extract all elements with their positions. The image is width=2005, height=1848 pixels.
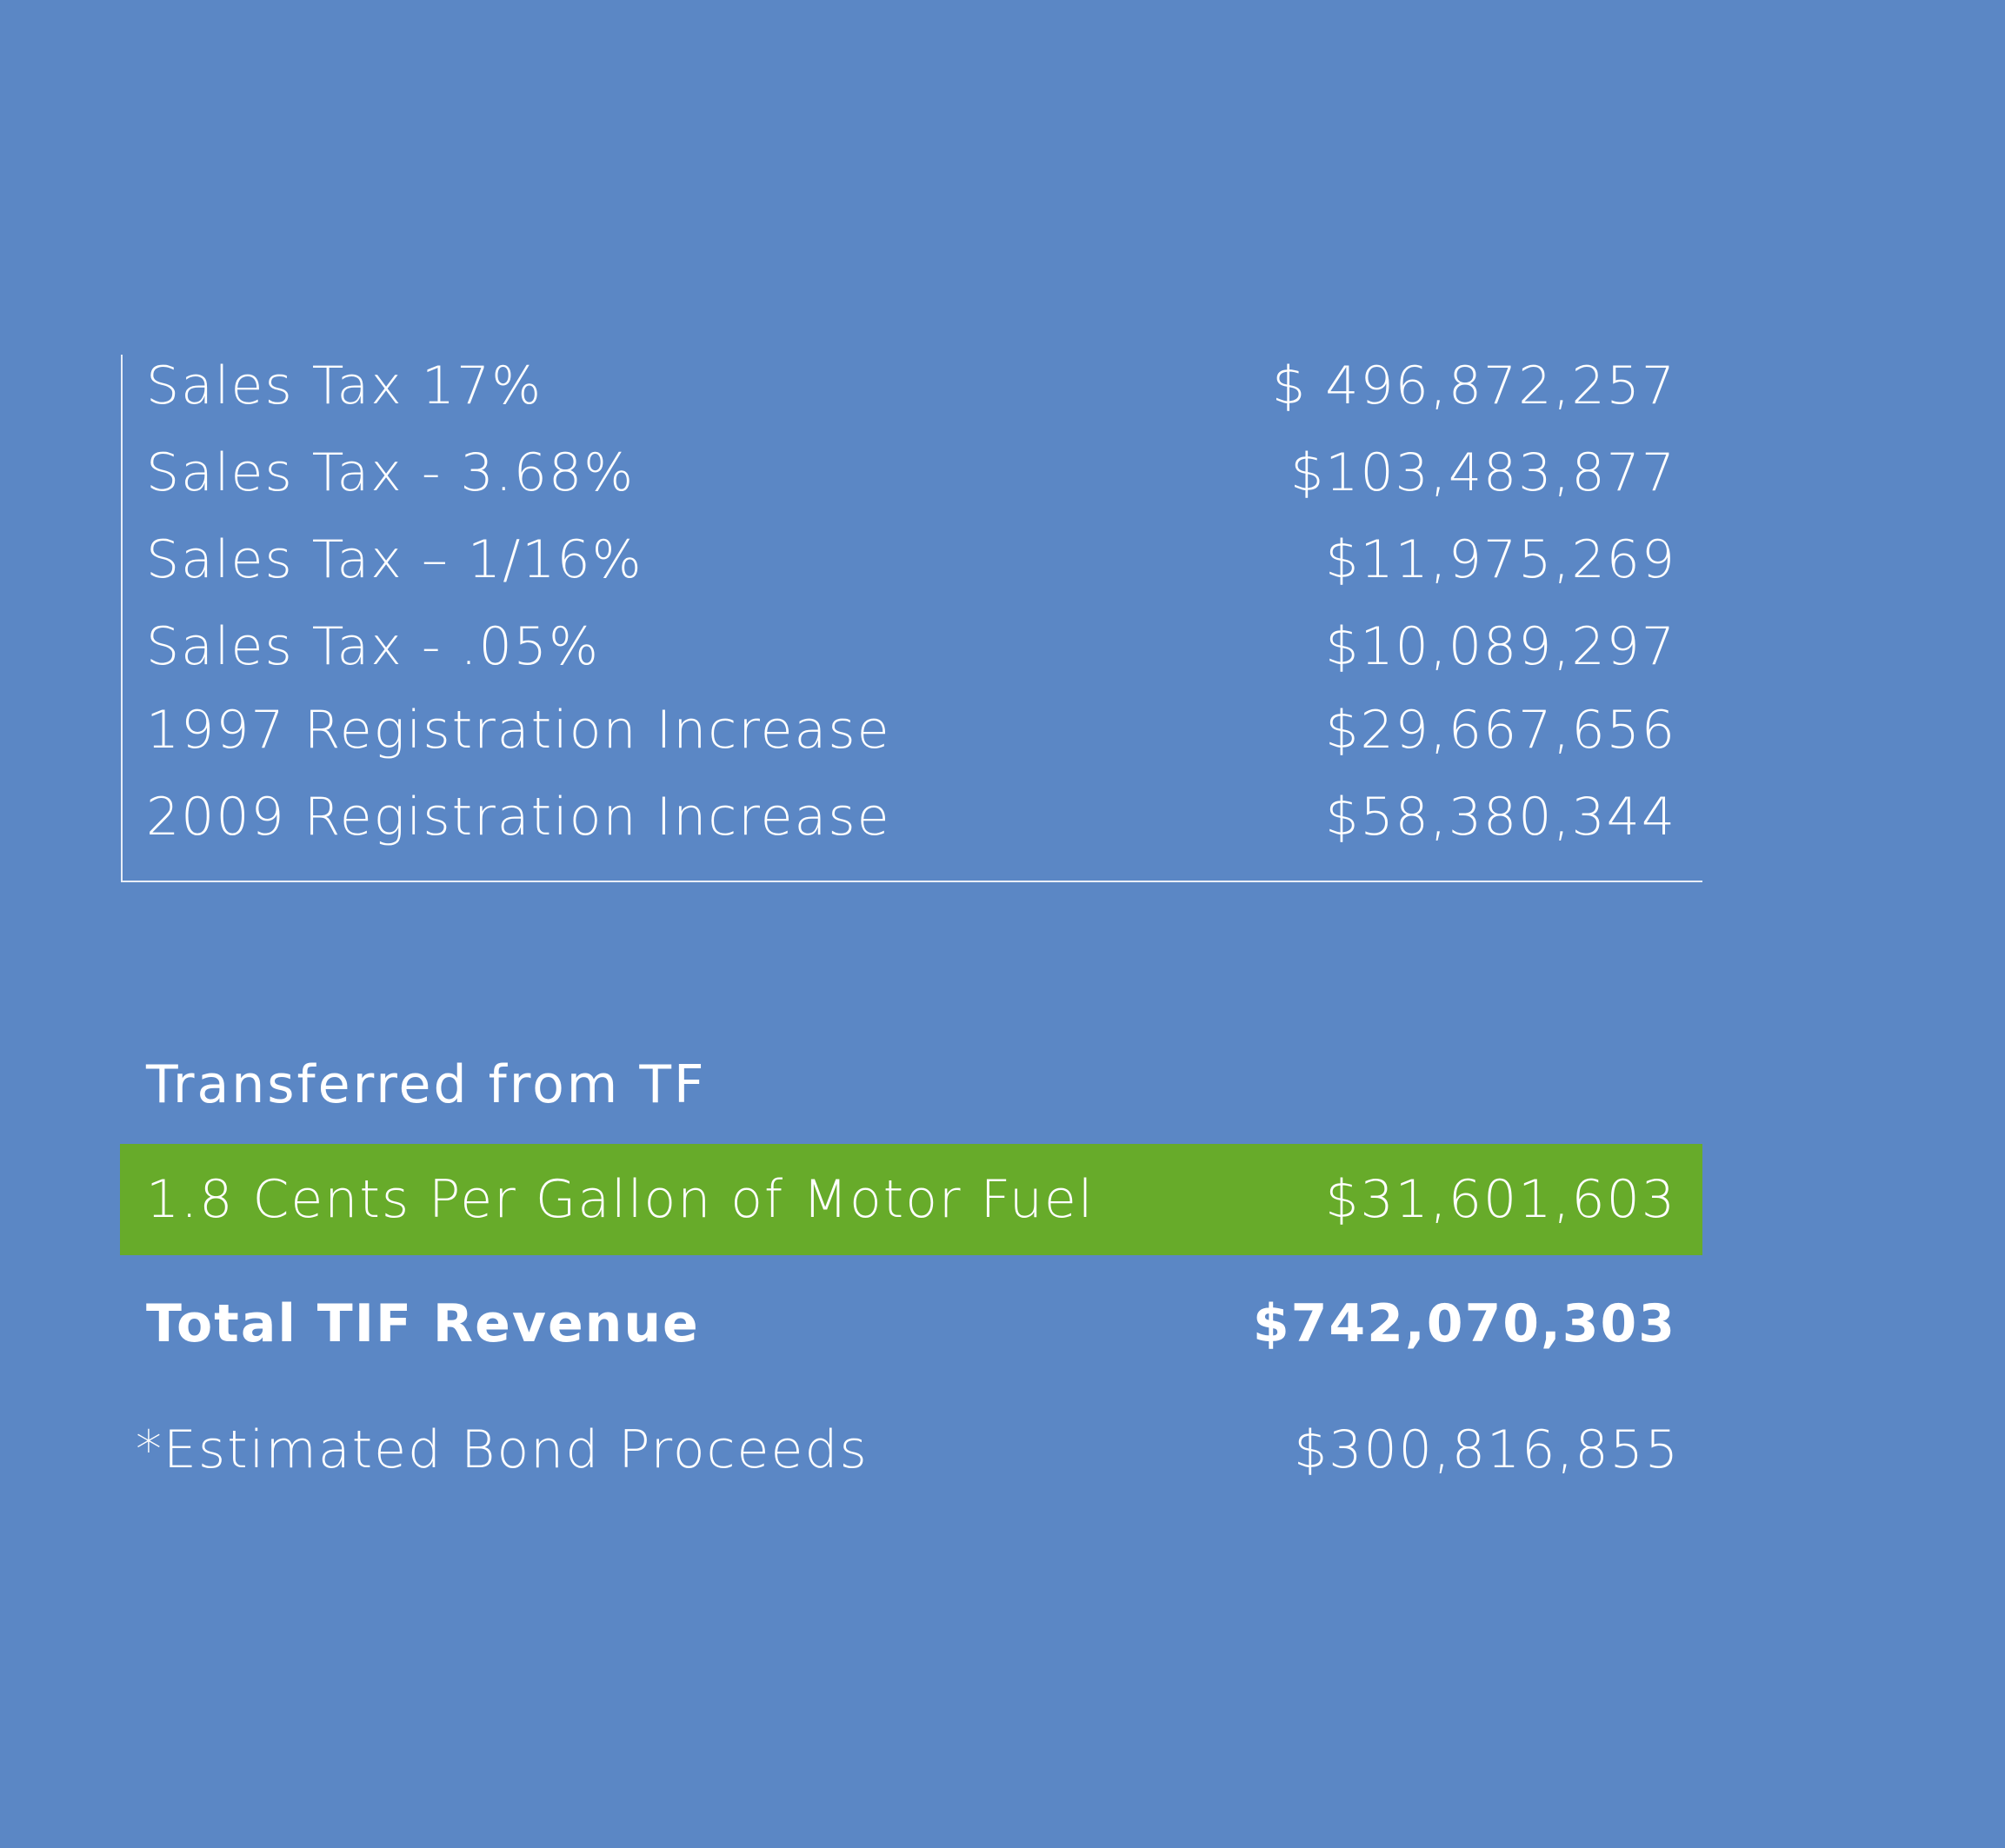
- revenue-label: Sales Tax - 3.68%: [146, 442, 636, 503]
- revenue-row: 2009 Registration Increase $58,380,344: [146, 774, 1676, 861]
- total-value: $742,070,303: [1252, 1293, 1676, 1354]
- revenue-value: $11,975,269: [1325, 529, 1676, 590]
- revenue-label: 2009 Registration Increase: [146, 787, 891, 848]
- revenue-label: Sales Tax – 1/16%: [146, 529, 643, 590]
- revenue-label: Sales Tax - .05%: [146, 616, 600, 677]
- bond-proceeds-row: *Estimated Bond Proceeds $300,816,855: [136, 1406, 1680, 1493]
- revenue-value: $ 496,872,257: [1272, 356, 1676, 416]
- revenue-value: $58,380,344: [1325, 787, 1676, 848]
- revenue-label: Sales Tax 17%: [146, 356, 543, 416]
- revenue-row: Sales Tax – 1/16% $11,975,269: [146, 516, 1676, 603]
- revenue-row: Sales Tax - .05% $10,089,297: [146, 603, 1676, 690]
- revenue-row: 1997 Registration Increase $29,667,656: [146, 687, 1676, 774]
- motor-fuel-row: 1.8 Cents Per Gallon of Motor Fuel $31,6…: [146, 1156, 1676, 1243]
- revenue-row: Sales Tax 17% $ 496,872,257: [146, 342, 1676, 429]
- revenue-table-frame: [121, 355, 1702, 882]
- revenue-value: $29,667,656: [1325, 700, 1676, 761]
- revenue-row: Sales Tax - 3.68% $103,483,877: [146, 429, 1676, 516]
- total-label: Total TIF Revenue: [146, 1293, 700, 1354]
- revenue-label: 1997 Registration Increase: [146, 700, 891, 761]
- revenue-value: $10,089,297: [1325, 616, 1676, 677]
- total-row: Total TIF Revenue $742,070,303: [146, 1280, 1676, 1367]
- bond-proceeds-value: $300,816,855: [1294, 1419, 1680, 1480]
- transferred-heading: Transferred from TF: [146, 1054, 707, 1115]
- motor-fuel-label: 1.8 Cents Per Gallon of Motor Fuel: [146, 1169, 1095, 1230]
- bond-proceeds-label: *Estimated Bond Proceeds: [136, 1419, 869, 1480]
- motor-fuel-value: $31,601,603: [1325, 1169, 1676, 1230]
- motor-fuel-highlight-bar: [120, 1144, 1702, 1255]
- revenue-value: $103,483,877: [1290, 442, 1676, 503]
